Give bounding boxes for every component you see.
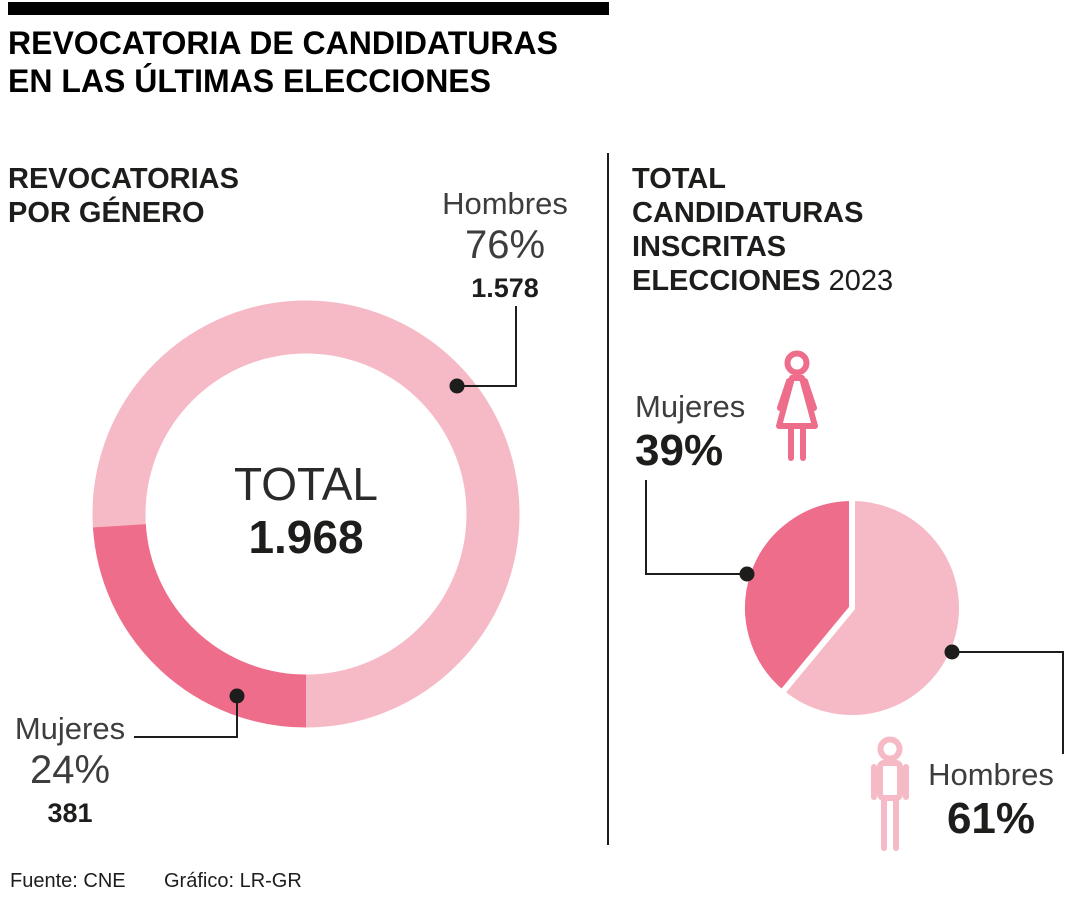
pie-mujeres-category: Mujeres [635, 389, 746, 424]
donut-mujeres-label: Mujeres 24% 381 [0, 710, 140, 830]
donut-total-value: 1.968 [248, 511, 364, 563]
pie-section-heading: TOTAL CANDIDATURAS INSCRITAS ELECCIONES … [632, 162, 1072, 298]
section-divider [607, 153, 609, 845]
donut-hombres-label: Hombres 76% 1.578 [430, 185, 580, 305]
female-icon [776, 350, 818, 461]
donut-total-label: TOTAL [234, 458, 378, 510]
pie-heading-year: 2023 [828, 265, 894, 297]
footer-credit: Gráfico: LR-GR [164, 870, 302, 892]
top-accent-bar [8, 2, 609, 15]
male-icon [871, 736, 909, 851]
donut-hombres-percent: 76% [464, 223, 546, 267]
main-title: REVOCATORIA DE CANDIDATURAS EN LAS ÚLTIM… [8, 24, 608, 100]
callout-line-pie-mujeres [645, 480, 744, 575]
pie-heading-line2: CANDIDATURAS [632, 197, 864, 229]
pie-hombres-label: Hombres 61% [926, 756, 1056, 844]
pie-mujeres-percent: 39% [635, 426, 724, 475]
callout-line-pie-hombres [954, 651, 1064, 754]
donut-mujeres-percent: 24% [29, 748, 111, 792]
donut-section-heading: REVOCATORIAS POR GÉNERO [8, 162, 428, 230]
footer-source: Fuente: CNE [10, 870, 126, 892]
donut-hombres-count: 1.578 [471, 273, 539, 303]
footer: Fuente: CNE Gráfico: LR-GR [10, 870, 610, 893]
pie-mujeres-label: Mujeres 39% [635, 388, 795, 476]
donut-mujeres-category: Mujeres [14, 711, 126, 746]
main-title-line1: REVOCATORIA DE CANDIDATURAS [8, 25, 558, 61]
donut-center-total: TOTAL 1.968 [156, 458, 456, 564]
pie-heading-line3: INSCRITAS [632, 231, 787, 263]
pie-chart [739, 495, 965, 721]
donut-heading-line2: POR GÉNERO [8, 197, 205, 229]
donut-mujeres-count: 381 [47, 798, 93, 828]
main-title-line2: EN LAS ÚLTIMAS ELECCIONES [8, 63, 491, 99]
donut-chart [92, 300, 520, 728]
pie-heading-line4: ELECCIONES [632, 265, 821, 297]
pie-hombres-percent: 61% [946, 794, 1036, 843]
donut-hombres-category: Hombres [442, 186, 568, 221]
pie-hombres-category: Hombres [928, 757, 1054, 792]
donut-heading-line1: REVOCATORIAS [8, 163, 239, 195]
pie-heading-line1: TOTAL [632, 163, 726, 195]
